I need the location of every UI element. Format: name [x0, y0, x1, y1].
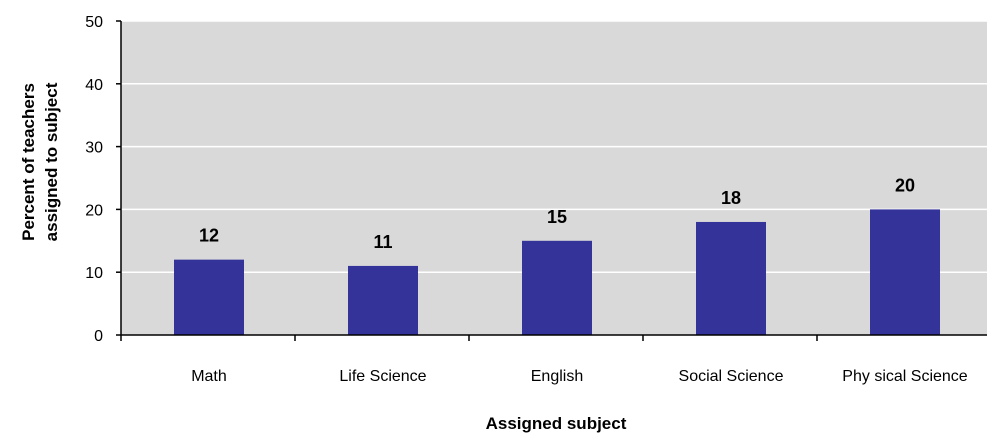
y-tick-label: 10: [85, 265, 103, 282]
x-tick-label: English: [531, 368, 583, 385]
bars: [174, 209, 940, 335]
y-tick-label: 40: [85, 77, 103, 94]
x-tick-label: Life Science: [339, 368, 426, 385]
data-label: 15: [547, 207, 567, 227]
data-label: 18: [721, 188, 741, 208]
gridlines: [121, 20, 987, 273]
x-tick-label: Phy sical Science: [842, 368, 967, 385]
data-labels: 12 11 15 18 20: [199, 175, 915, 252]
x-axis-title: Assigned subject: [486, 414, 627, 433]
y-axis-title-line-1: Percent of teachers: [19, 83, 38, 241]
data-label: 11: [373, 232, 392, 252]
bar: [696, 221, 766, 335]
y-tick-labels: 0 10 20 30 40 50: [85, 14, 103, 345]
y-tick-label: 20: [85, 202, 103, 219]
bar: [870, 209, 940, 335]
x-tick-label: Social Science: [679, 368, 784, 385]
y-axis-title: Percent of teachers assigned to subject: [19, 82, 61, 241]
y-ticks: [116, 20, 121, 336]
x-tick-labels: Math Life Science English Social Science Phy…: [191, 368, 968, 385]
bar: [522, 240, 592, 335]
bar: [348, 265, 418, 335]
data-label: 12: [199, 226, 219, 246]
y-tick-label: 50: [85, 14, 103, 31]
x-ticks: [120, 335, 818, 341]
x-tick-label: Math: [191, 368, 227, 385]
y-axis-title-line-2: assigned to subject: [42, 82, 61, 241]
y-tick-label: 0: [94, 328, 103, 345]
y-tick-label: 30: [85, 140, 103, 157]
bar: [174, 259, 244, 335]
data-label: 20: [895, 175, 915, 195]
